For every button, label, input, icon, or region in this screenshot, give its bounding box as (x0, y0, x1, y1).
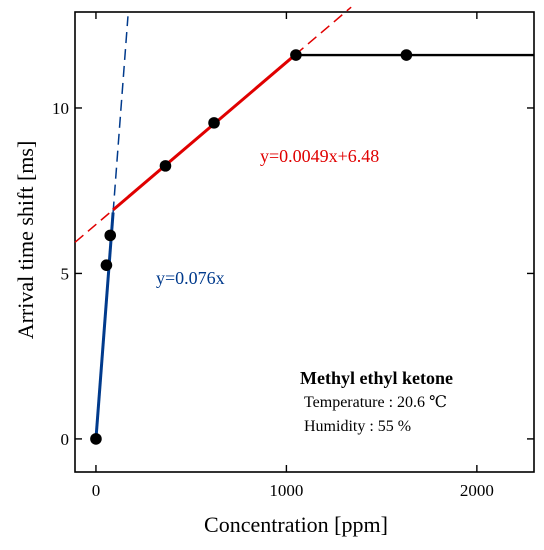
x-tick-label-2: 2000 (460, 481, 494, 500)
fit-line-red-solid (112, 53, 297, 212)
y-axis-title: Arrival time shift [ms] (13, 141, 38, 340)
annotation-humidity: Humidity : 55 % (304, 418, 411, 435)
data-point-4 (208, 117, 220, 129)
y-tick-label-2: 10 (52, 99, 69, 118)
data-point-3 (159, 160, 172, 172)
data-point-5 (290, 49, 302, 61)
fit-label-red: y=0.0049x+6.48 (260, 146, 379, 166)
fit-line-blue-dashed (112, 16, 129, 213)
fit-label-blue: y=0.076x (156, 268, 225, 288)
x-tick-label-0: 0 (92, 481, 101, 500)
data-point-0 (90, 433, 102, 445)
data-point-2 (104, 229, 117, 242)
y-tick-label-0: 0 (61, 430, 70, 449)
fit-line-blue-solid (94, 212, 115, 440)
x-tick-label-1: 1000 (269, 481, 303, 500)
x-axis-title: Concentration [ppm] (204, 512, 388, 537)
annotation-compound: Methyl ethyl ketone (300, 368, 453, 388)
y-tick-label-1: 5 (61, 264, 70, 283)
annotation-temperature: Temperature : 20.6 ℃ (304, 394, 447, 411)
data-point-1 (100, 259, 113, 271)
data-point-6 (400, 49, 413, 61)
